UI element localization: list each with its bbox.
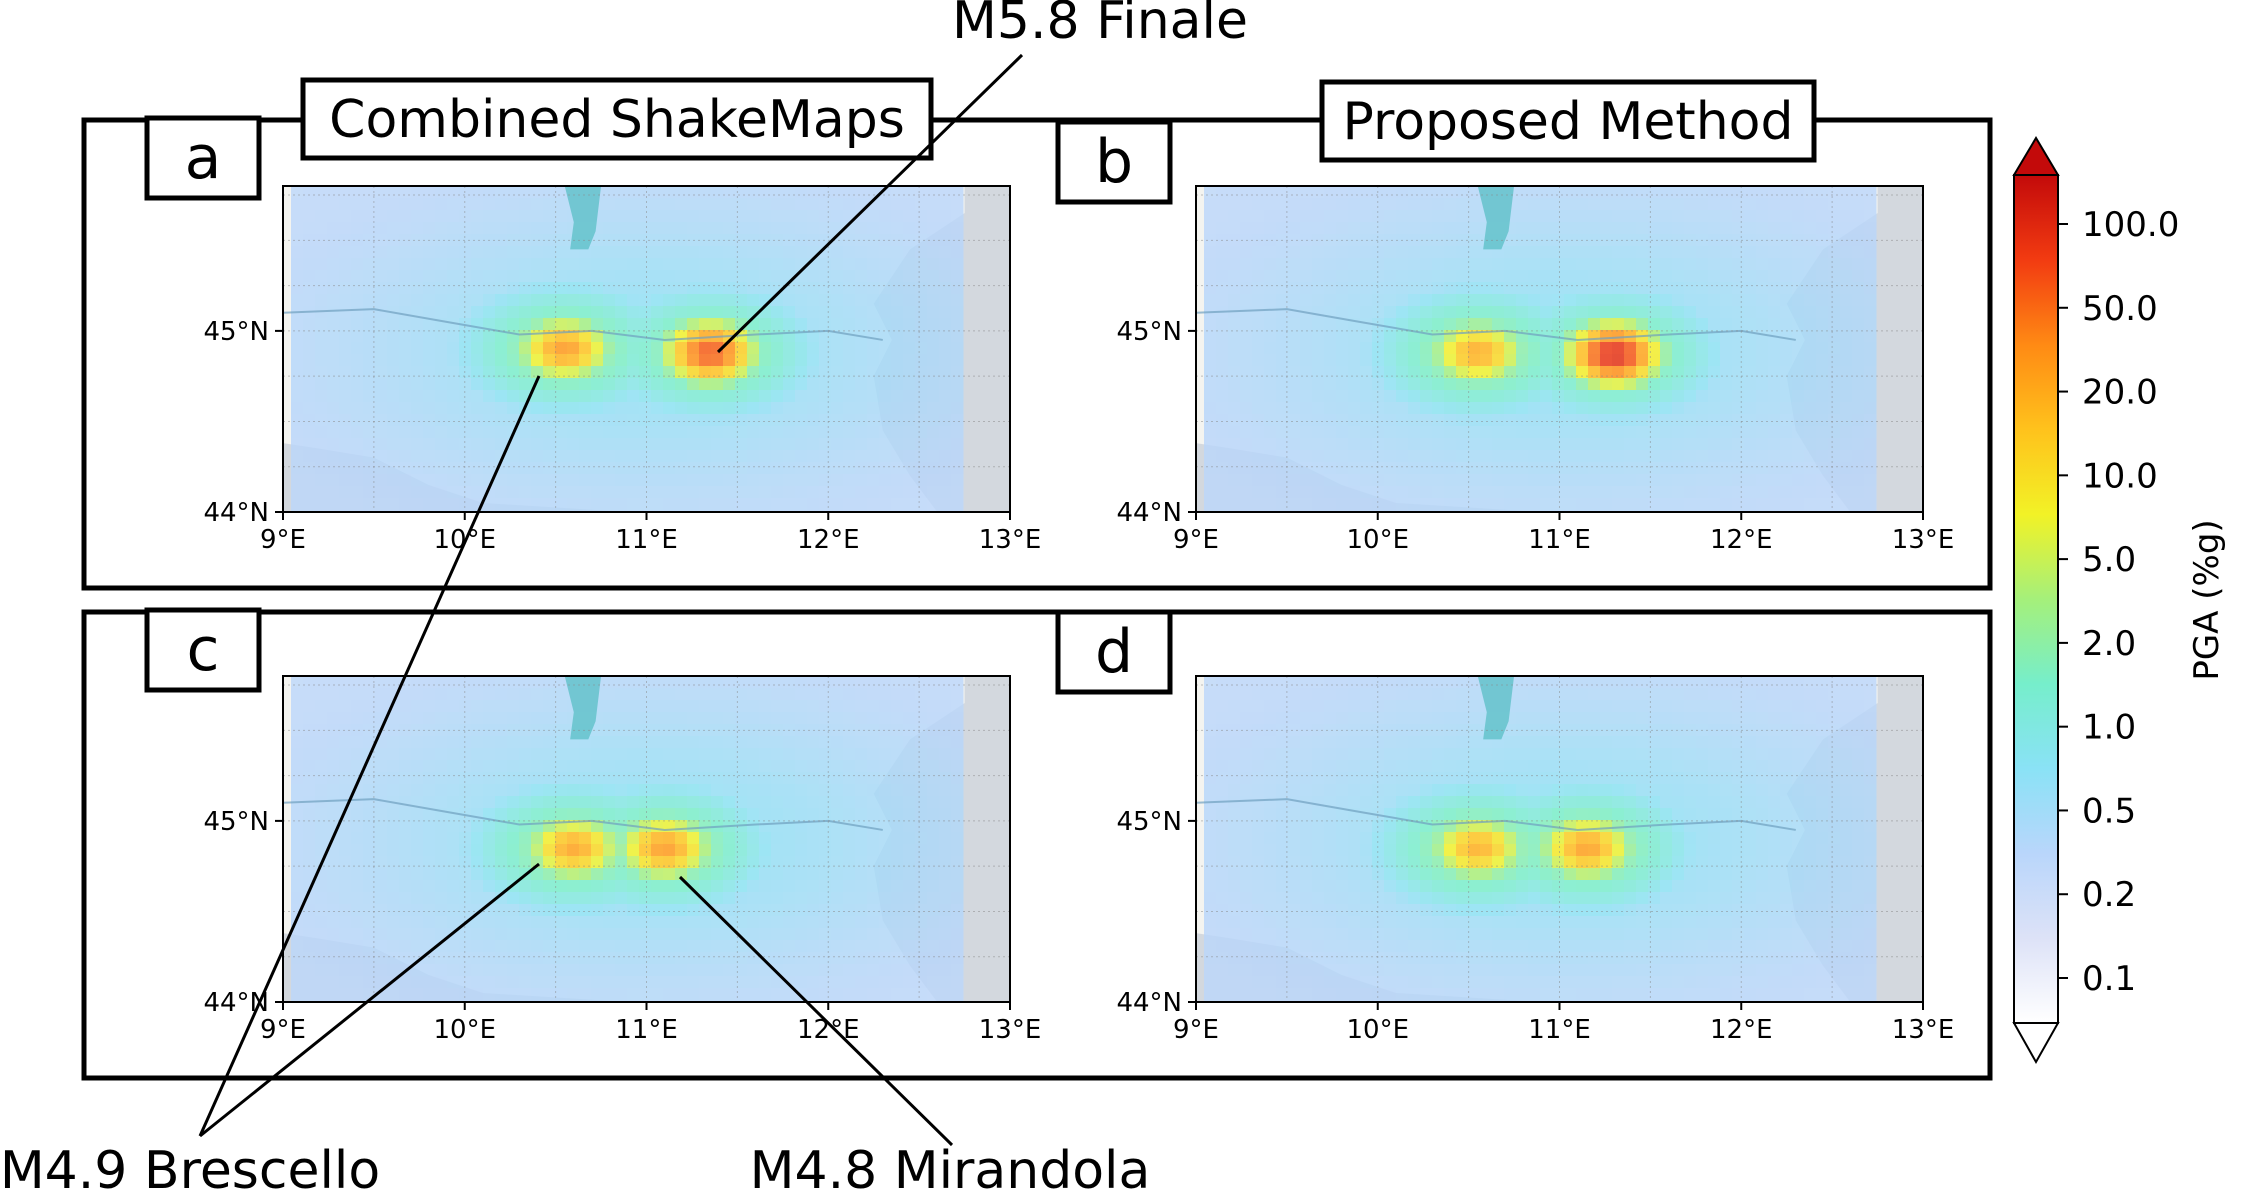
lat-tick-label: 45°N bbox=[1116, 807, 1182, 837]
map-panel-a: 9°E10°E11°E12°E13°E45°N44°N bbox=[203, 185, 1042, 555]
lake-garda bbox=[1477, 186, 1515, 250]
lon-tick-label: 10°E bbox=[1346, 1015, 1409, 1045]
map-panel-c: 9°E 10°E 11°E 12°E 13°E45°N44°N bbox=[203, 675, 1042, 1045]
annotation-finale: M5.8 Finale bbox=[952, 0, 1248, 51]
river-po bbox=[1196, 798, 1796, 831]
lon-tick-label: 11°E bbox=[615, 525, 678, 555]
lat-tick-label: 45°N bbox=[1116, 317, 1182, 347]
top-row-frame bbox=[81, 117, 1993, 591]
pga-field bbox=[291, 676, 964, 1002]
colorbar-label: PGA (%g) bbox=[2187, 519, 2227, 680]
river-po bbox=[283, 798, 883, 831]
colorbar-tick-label: 5.0 bbox=[2082, 540, 2136, 580]
colorbar-tick-label: 50.0 bbox=[2082, 289, 2158, 329]
title-right: Proposed Method bbox=[1343, 92, 1794, 152]
lon-tick-label: 12°E bbox=[1710, 525, 1773, 555]
colorbar-extend-bottom bbox=[2012, 1022, 2060, 1065]
pga-field bbox=[1204, 186, 1877, 512]
brescello-leader-bottom bbox=[199, 862, 540, 1138]
lon-tick-label: 9°E bbox=[260, 525, 306, 555]
lon-tick-label: 10°E bbox=[433, 1015, 496, 1045]
colorbar-tick-label: 0.5 bbox=[2082, 791, 2136, 831]
lake-garda bbox=[1477, 676, 1515, 740]
panel-label-c: c bbox=[187, 615, 220, 685]
colorbar-tick-label: 1.0 bbox=[2082, 708, 2136, 748]
title-right-box bbox=[1319, 79, 1817, 163]
lon-tick-label: 11°E bbox=[615, 1015, 678, 1045]
panel-label-a-box bbox=[144, 115, 262, 201]
lat-tick-label: 44°N bbox=[203, 498, 269, 528]
colorbar-extend-top bbox=[2012, 136, 2060, 176]
title-left-box bbox=[300, 77, 934, 161]
lon-tick-label: 13°E bbox=[979, 525, 1042, 555]
panel-label-d-box bbox=[1055, 609, 1173, 695]
panel-label-b: b bbox=[1095, 127, 1133, 197]
lon-tick-label: 9°E bbox=[1173, 525, 1219, 555]
panel-label-c-box bbox=[144, 607, 262, 693]
panel-label-d: d bbox=[1095, 617, 1133, 687]
colorbar-tick-label: 100.0 bbox=[2082, 205, 2179, 245]
lat-tick-label: 45°N bbox=[203, 807, 269, 837]
colorbar-tick-label: 2.0 bbox=[2082, 624, 2136, 664]
colorbar-tick-label: 10.0 bbox=[2082, 456, 2158, 496]
map-panel-b: 9°E 10°E 11°E 12°E 13°E 45°N 44°N bbox=[1116, 185, 1955, 555]
lake-garda bbox=[564, 676, 602, 740]
brescello-leader-top bbox=[198, 375, 541, 1137]
map-panels: 9°E10°E11°E12°E13°E45°N44°N9°E10°E11°E12… bbox=[203, 185, 1955, 1045]
title-left: Combined ShakeMaps bbox=[329, 90, 905, 150]
lon-tick-label: 12°E bbox=[1710, 1015, 1773, 1045]
lon-tick-label: 12°E bbox=[797, 1015, 860, 1045]
colorbar-tick-label: 0.2 bbox=[2082, 875, 2136, 915]
pga-field bbox=[1204, 676, 1877, 1002]
colorbar-gradient bbox=[2013, 174, 2059, 1024]
map-panel-d: 9°E 10°E 11°E 12°E 13°E 45°N 44°N bbox=[1116, 675, 1955, 1045]
river-po bbox=[1196, 308, 1796, 341]
lake-garda bbox=[564, 186, 602, 250]
lon-tick-label: 9°E bbox=[1173, 1015, 1219, 1045]
lon-tick-label: 10°E bbox=[1346, 525, 1409, 555]
lat-tick-label: 44°N bbox=[1116, 498, 1182, 528]
lon-tick-label: 13°E bbox=[979, 1015, 1042, 1045]
panel-label-b-box bbox=[1055, 119, 1173, 205]
finale-leader bbox=[716, 53, 1024, 354]
annotation-mirandola: M4.8 Mirandola bbox=[750, 1141, 1151, 1194]
lat-tick-label: 44°N bbox=[1116, 988, 1182, 1018]
annotation-brescello: M4.9 Brescello bbox=[0, 1141, 380, 1194]
river-po bbox=[283, 308, 883, 341]
panel-label-a: a bbox=[185, 123, 222, 193]
colorbar-tick-label: 0.1 bbox=[2082, 959, 2136, 999]
lon-tick-label: 13°E bbox=[1892, 1015, 1955, 1045]
colorbar-tick-label: 20.0 bbox=[2082, 373, 2158, 413]
mirandola-leader bbox=[678, 875, 954, 1147]
lon-tick-label: 9°E bbox=[260, 1015, 306, 1045]
lon-tick-label: 11°E bbox=[1528, 525, 1591, 555]
colorbar: 100.0 50.0 20.0 10.0 5.0 2.0 1.0 0.5 0.2 0.1 PGA … bbox=[2012, 136, 2227, 1065]
bottom-row-frame bbox=[81, 609, 1993, 1081]
pga-field bbox=[291, 186, 964, 512]
lat-tick-label: 45°N bbox=[203, 317, 269, 347]
lon-tick-label: 12°E bbox=[797, 525, 860, 555]
lon-tick-label: 13°E bbox=[1892, 525, 1955, 555]
lon-tick-label: 11°E bbox=[1528, 1015, 1591, 1045]
